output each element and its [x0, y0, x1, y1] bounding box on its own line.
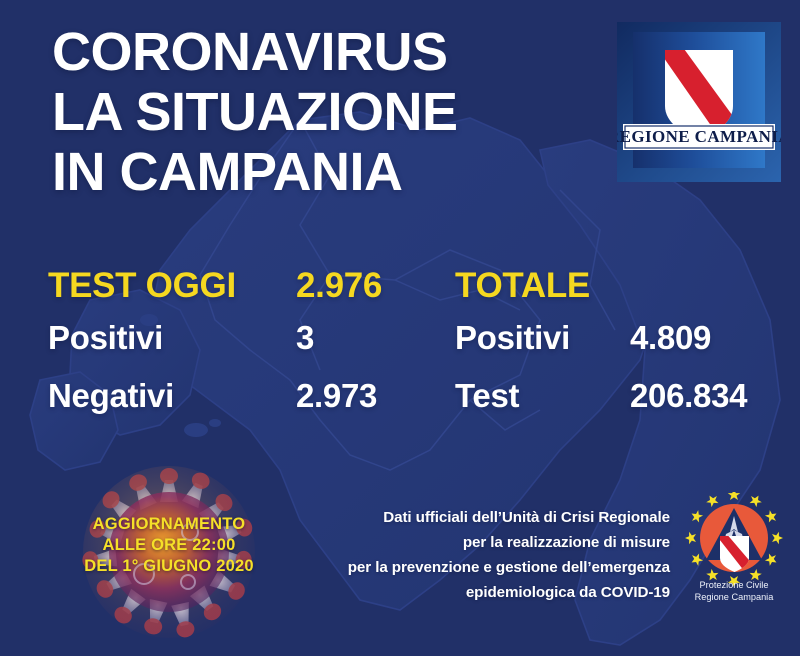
pc-caption-line-2: Regione Campania: [694, 591, 774, 602]
update-line-3: DEL 1° GIUGNO 2020: [84, 557, 254, 575]
pc-caption-line-1: Protezione Civile: [699, 580, 769, 590]
page-title: CORONAVIRUS LA SITUAZIONE IN CAMPANIA: [52, 22, 592, 202]
regione-logo-banner-text: REGIONE CAMPANIA: [617, 127, 781, 146]
campania-shield-icon: [665, 50, 733, 140]
regione-campania-logo: REGIONE CAMPANIA: [617, 22, 781, 182]
today-heading: TEST OGGI 2.976: [48, 266, 448, 318]
title-line-1: CORONAVIRUS: [52, 22, 448, 82]
total-row-test: Test 206.834: [455, 376, 795, 434]
title-line-3: IN CAMPANIA: [52, 142, 403, 202]
note-line-4: epidemiologica da COVID-19: [465, 584, 670, 601]
protezione-civile-caption: Protezione Civile Regione Campania: [676, 580, 792, 603]
today-row-positivi: Positivi 3: [48, 318, 448, 376]
total-label-positivi: Positivi: [455, 319, 570, 356]
update-line-1: AGGIORNAMENTO: [92, 515, 246, 533]
today-heading-label: TEST OGGI: [48, 266, 236, 305]
note-line-2: per la realizzazione di misure: [462, 534, 670, 551]
update-block: AGGIORNAMENTO ALLE ORE 22:00 DEL 1° GIUG…: [38, 452, 300, 652]
total-label-test: Test: [455, 377, 520, 414]
total-row-positivi: Positivi 4.809: [455, 318, 795, 376]
total-heading: TOTALE: [455, 266, 795, 318]
total-heading-label: TOTALE: [455, 266, 590, 305]
total-value-positivi: 4.809: [630, 319, 712, 356]
today-heading-value: 2.976: [296, 266, 383, 305]
stats-column-today: TEST OGGI 2.976 Positivi 3 Negativi 2.97…: [48, 266, 448, 434]
update-line-2: ALLE ORE 22:00: [102, 536, 236, 554]
today-value-positivi: 3: [296, 319, 315, 356]
official-note: Dati ufficiali dell’Unità di Crisi Regio…: [300, 505, 670, 605]
protezione-civile-logo: Protezione Civile Regione Campania: [676, 492, 792, 616]
today-value-negativi: 2.973: [296, 377, 378, 414]
stats-column-total: TOTALE Positivi 4.809 Test 206.834: [455, 266, 795, 434]
note-line-1: Dati ufficiali dell’Unità di Crisi Regio…: [383, 509, 670, 526]
total-value-test: 206.834: [630, 377, 748, 414]
today-label-negativi: Negativi: [48, 377, 174, 414]
today-row-negativi: Negativi 2.973: [48, 376, 448, 434]
title-line-2: LA SITUAZIONE: [52, 82, 458, 142]
note-line-3: per la prevenzione e gestione dell’emerg…: [347, 559, 670, 576]
today-label-positivi: Positivi: [48, 319, 163, 356]
update-timestamp: AGGIORNAMENTO ALLE ORE 22:00 DEL 1° GIUG…: [38, 514, 300, 577]
